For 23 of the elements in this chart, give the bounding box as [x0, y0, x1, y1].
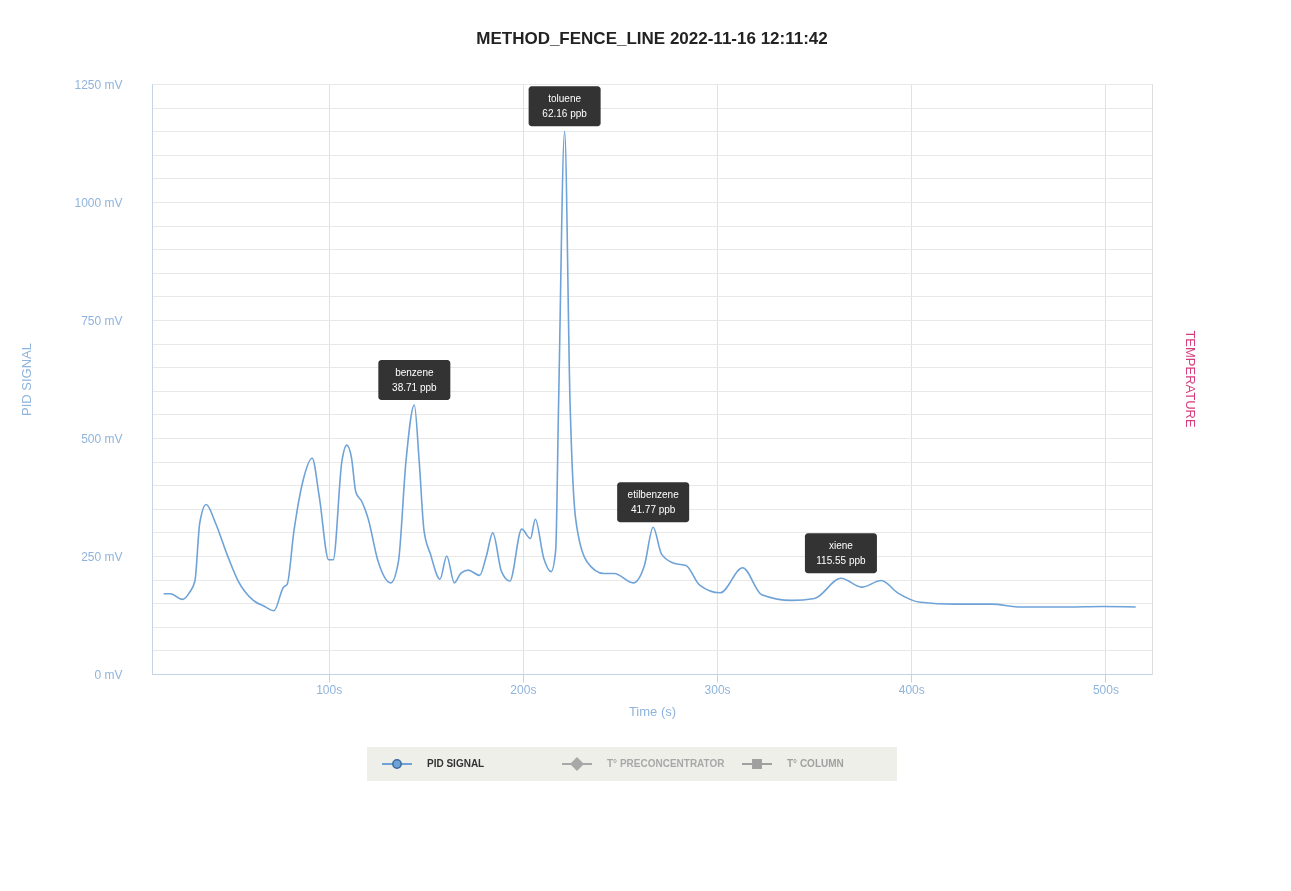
x-tick-label: 100s: [316, 682, 343, 697]
y-tick-label: 0 mV: [94, 667, 123, 682]
y-tick-label: 1250 mV: [74, 77, 123, 92]
x-tick-label: 400s: [898, 682, 925, 697]
chart-title: METHOD_FENCE_LINE 2022-11-16 12:11:42: [476, 29, 828, 48]
y2-axis-title: TEMPERATURE: [1183, 330, 1198, 428]
x-tick-label: 200s: [510, 682, 537, 697]
legend-label: T° PRECONCENTRATOR: [607, 758, 726, 769]
y-tick-label: 1000 mV: [74, 195, 123, 210]
annotation: xiene 115.55 ppb: [816, 540, 867, 567]
y-tick-label: 750 mV: [81, 313, 123, 328]
x-tick-label: 300s: [704, 682, 731, 697]
annotation: benzene 38.71 ppb: [392, 366, 438, 393]
y-axis-title: PID SIGNAL: [19, 343, 35, 416]
legend-label: T° COLUMN: [787, 758, 844, 769]
x-axis-title: Time (s): [628, 703, 677, 719]
annotation: etilbenzene 41.77 ppb: [627, 489, 680, 516]
annotation: toluene 62.16 ppb: [542, 93, 588, 120]
line-series: [162, 130, 1137, 612]
y-tick-label: 500 mV: [81, 431, 123, 446]
x-tick-label: 500s: [1092, 682, 1119, 697]
legend-label: PID SIGNAL: [427, 758, 485, 769]
y-tick-label: 250 mV: [81, 549, 123, 564]
